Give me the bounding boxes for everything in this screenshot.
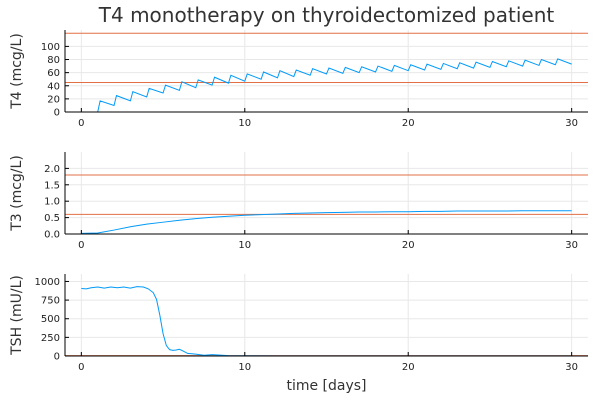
y-axis-label: T3 (mcg/L) [9, 155, 25, 232]
y-tick-label: 750 [41, 296, 60, 307]
x-axis-label: time [days] [286, 378, 366, 394]
x-tick-label: 10 [238, 118, 251, 129]
y-tick-label: 0 [54, 108, 60, 119]
y-tick-label: 1000 [35, 277, 60, 288]
y-tick-label: 1.0 [44, 197, 60, 208]
data-series-line [81, 286, 572, 357]
x-tick-label: 30 [565, 118, 578, 129]
y-tick-label: 500 [41, 314, 60, 325]
chart-title: T4 monotherapy on thyroidectomized patie… [98, 3, 555, 27]
chart-panel-1: 0 10 20 30 0 20 40 60 80 100 T4 (mcg/L) T4 monother… [9, 3, 588, 129]
x-tick-label: 20 [402, 118, 415, 129]
x-tick-label: 0 [78, 362, 84, 373]
y-tick-label: 80 [47, 55, 60, 66]
y-tick-label: 60 [47, 68, 60, 79]
chart-panel-3: 0 10 20 30 0 250 500 750 1000 TSH (mU/L) time [day… [9, 274, 588, 394]
y-tick-label: 1.5 [44, 180, 60, 191]
x-tick-label: 0 [78, 118, 84, 129]
x-tick-label: 0 [78, 240, 84, 251]
x-tick-label: 20 [402, 362, 415, 373]
y-tick-label: 100 [41, 42, 60, 53]
y-tick-label: 0.5 [44, 213, 60, 224]
y-tick-label: 250 [41, 333, 60, 344]
x-tick-label: 10 [238, 362, 251, 373]
y-axis-label: TSH (mU/L) [9, 275, 25, 356]
y-tick-label: 20 [47, 94, 60, 105]
x-tick-label: 10 [238, 240, 251, 251]
y-tick-label: 0 [54, 352, 60, 363]
x-tick-label: 30 [565, 240, 578, 251]
data-series-line [81, 58, 572, 113]
y-tick-label: 40 [47, 81, 60, 92]
y-tick-label: 2.0 [44, 164, 60, 175]
y-tick-label: 0.0 [44, 230, 60, 241]
x-tick-label: 30 [565, 362, 578, 373]
y-axis-label: T4 (mcg/L) [9, 33, 25, 110]
data-series-line [81, 210, 572, 234]
x-tick-label: 20 [402, 240, 415, 251]
chart-panel-2: 0 10 20 30 0.0 0.5 1.0 1.5 2.0 T3 (mcg/L) [9, 152, 588, 251]
